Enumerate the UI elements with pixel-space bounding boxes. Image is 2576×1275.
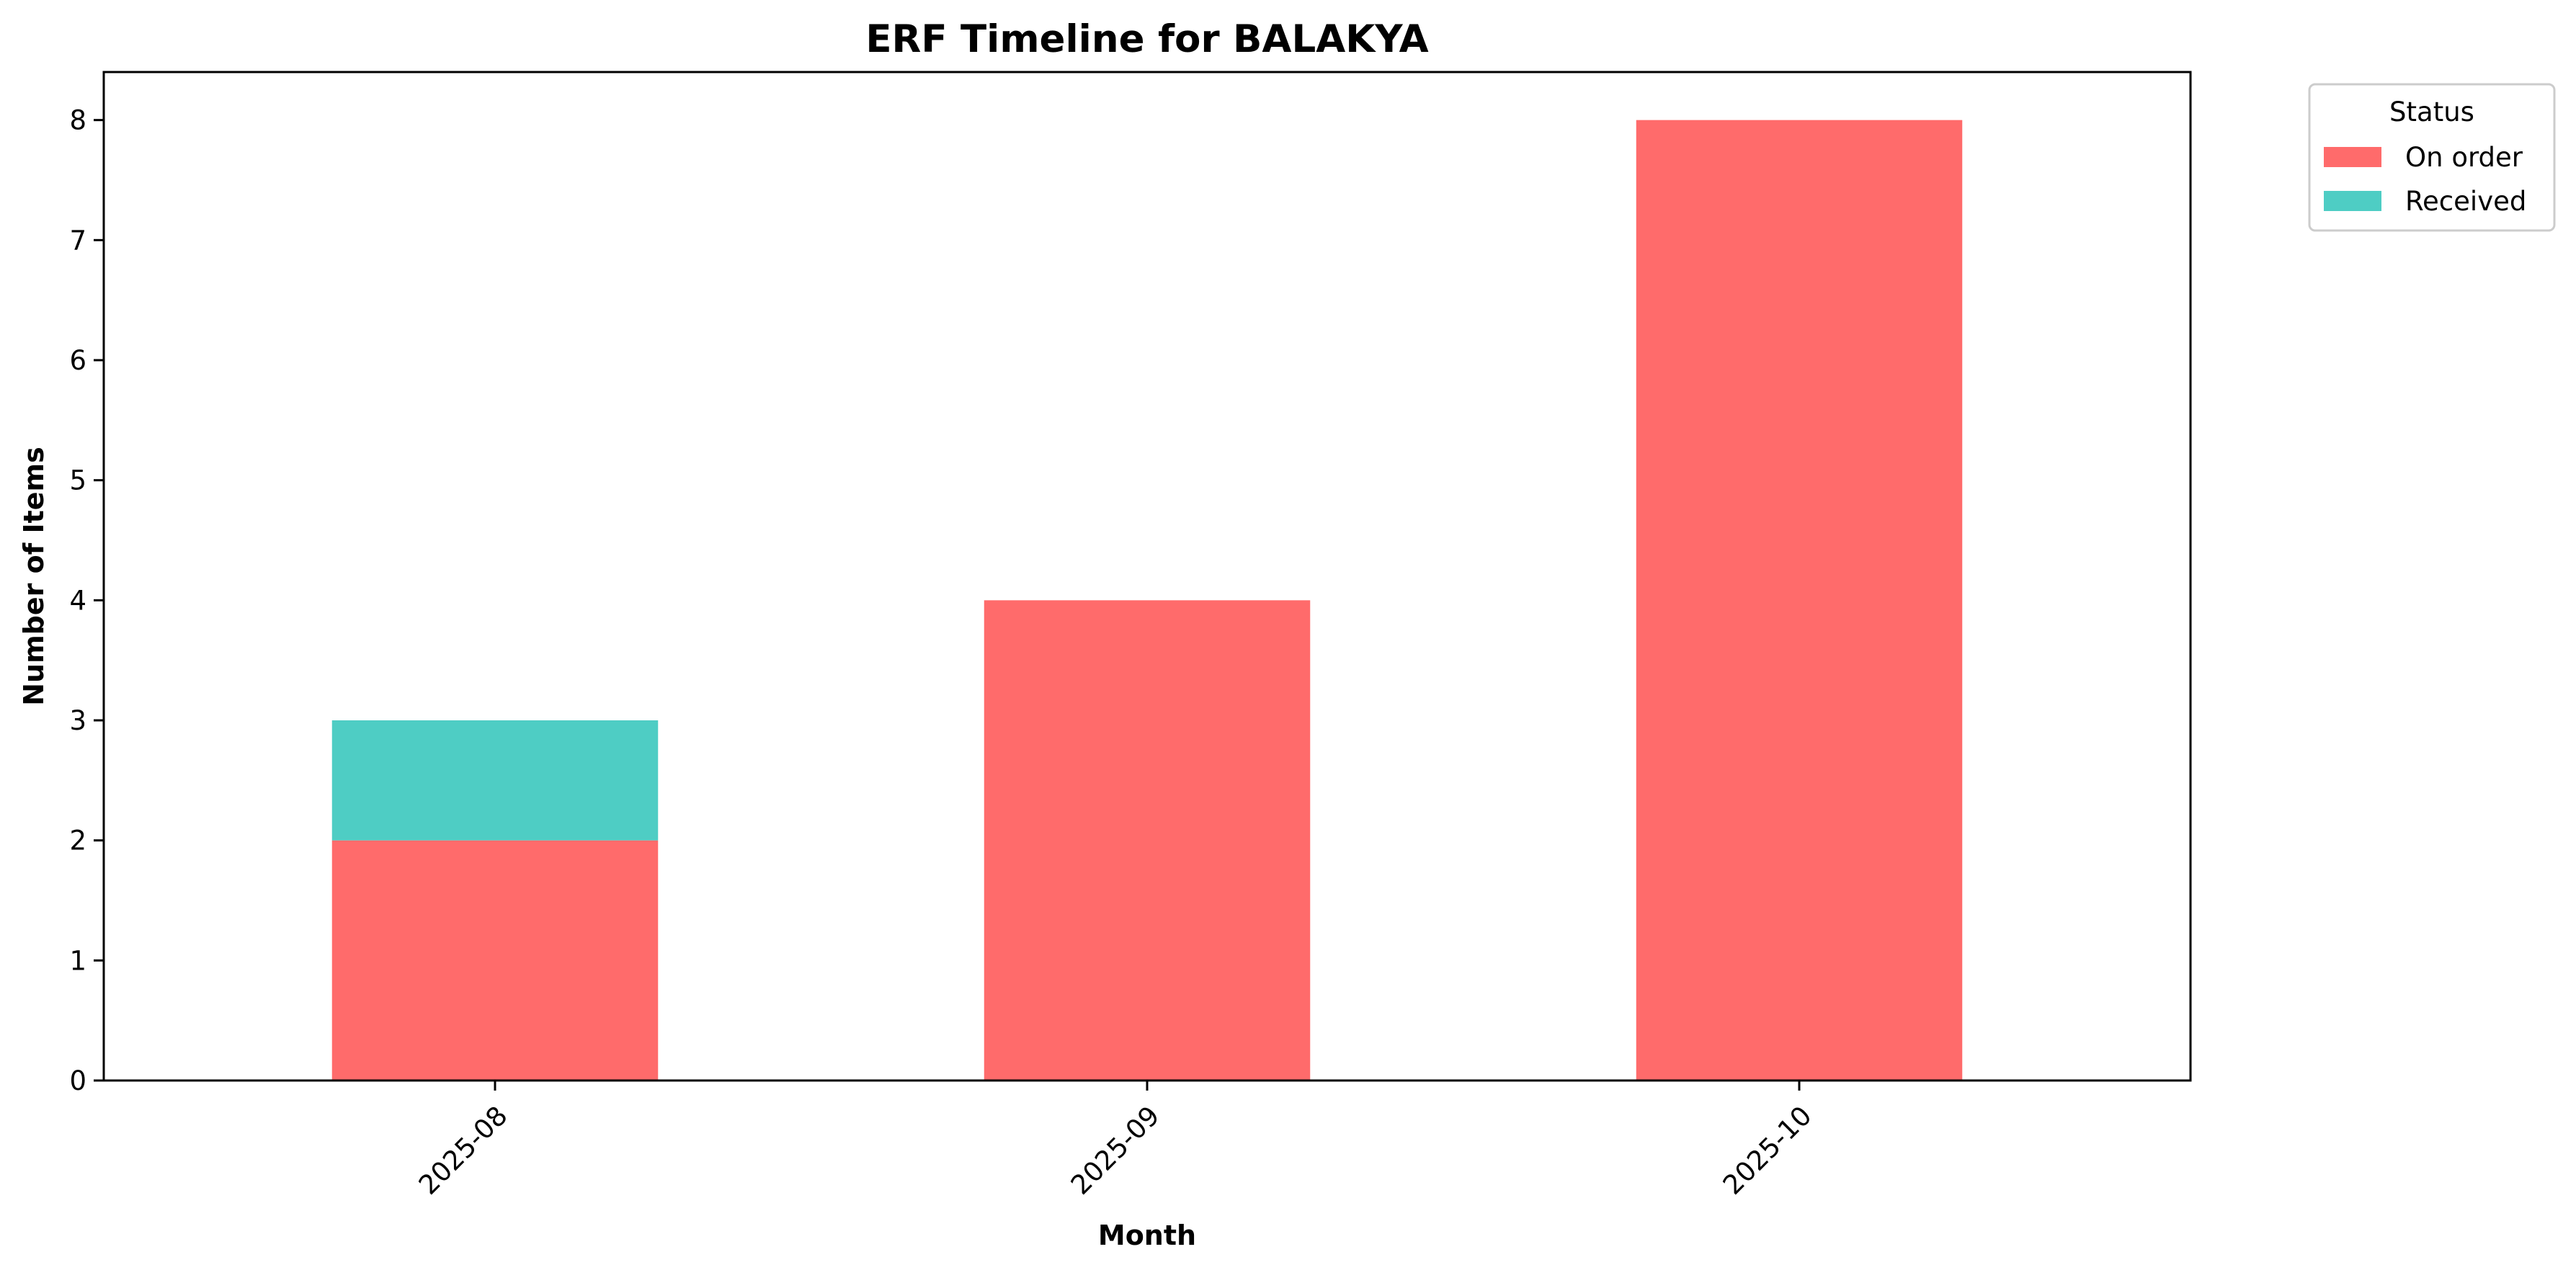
x-tick-label: 2025-08 <box>413 1100 514 1201</box>
plot-frame <box>102 71 2192 1082</box>
y-tick-label: 7 <box>69 225 86 256</box>
legend: Status On order Received <box>2308 83 2556 232</box>
bar-received-2025-08 <box>331 720 659 841</box>
legend-swatch-received <box>2324 191 2381 211</box>
x-axis-label: Month <box>1098 1220 1196 1251</box>
x-tick-label: 2025-10 <box>1717 1100 1818 1201</box>
bar-on-order-2025-08 <box>331 840 659 1081</box>
chart-title: ERF Timeline for BALAKYA <box>865 17 1428 61</box>
bar-on-order-2025-09 <box>984 600 1311 1081</box>
y-tick-label: 8 <box>69 105 86 136</box>
legend-swatch-on-order <box>2324 147 2381 167</box>
x-axis-ticks: 2025-08 2025-09 2025-10 <box>413 1081 1818 1201</box>
legend-label-on-order: On order <box>2405 142 2523 173</box>
y-tick-label: 6 <box>69 345 86 376</box>
y-tick-label: 3 <box>69 705 86 736</box>
y-tick-label: 2 <box>69 826 86 856</box>
y-tick-label: 5 <box>69 465 86 496</box>
x-tick-label: 2025-09 <box>1065 1100 1166 1201</box>
legend-label-received: Received <box>2405 186 2526 217</box>
y-tick-label: 0 <box>69 1065 86 1096</box>
y-axis-ticks: 0 1 2 3 4 5 6 7 8 <box>69 105 104 1096</box>
y-tick-label: 1 <box>69 945 86 976</box>
y-tick-label: 4 <box>69 585 86 616</box>
y-axis-label: Number of Items <box>18 447 50 706</box>
bars-layer <box>331 120 1963 1081</box>
legend-title: Status <box>2389 97 2474 128</box>
bar-on-order-2025-10 <box>1636 120 1963 1081</box>
